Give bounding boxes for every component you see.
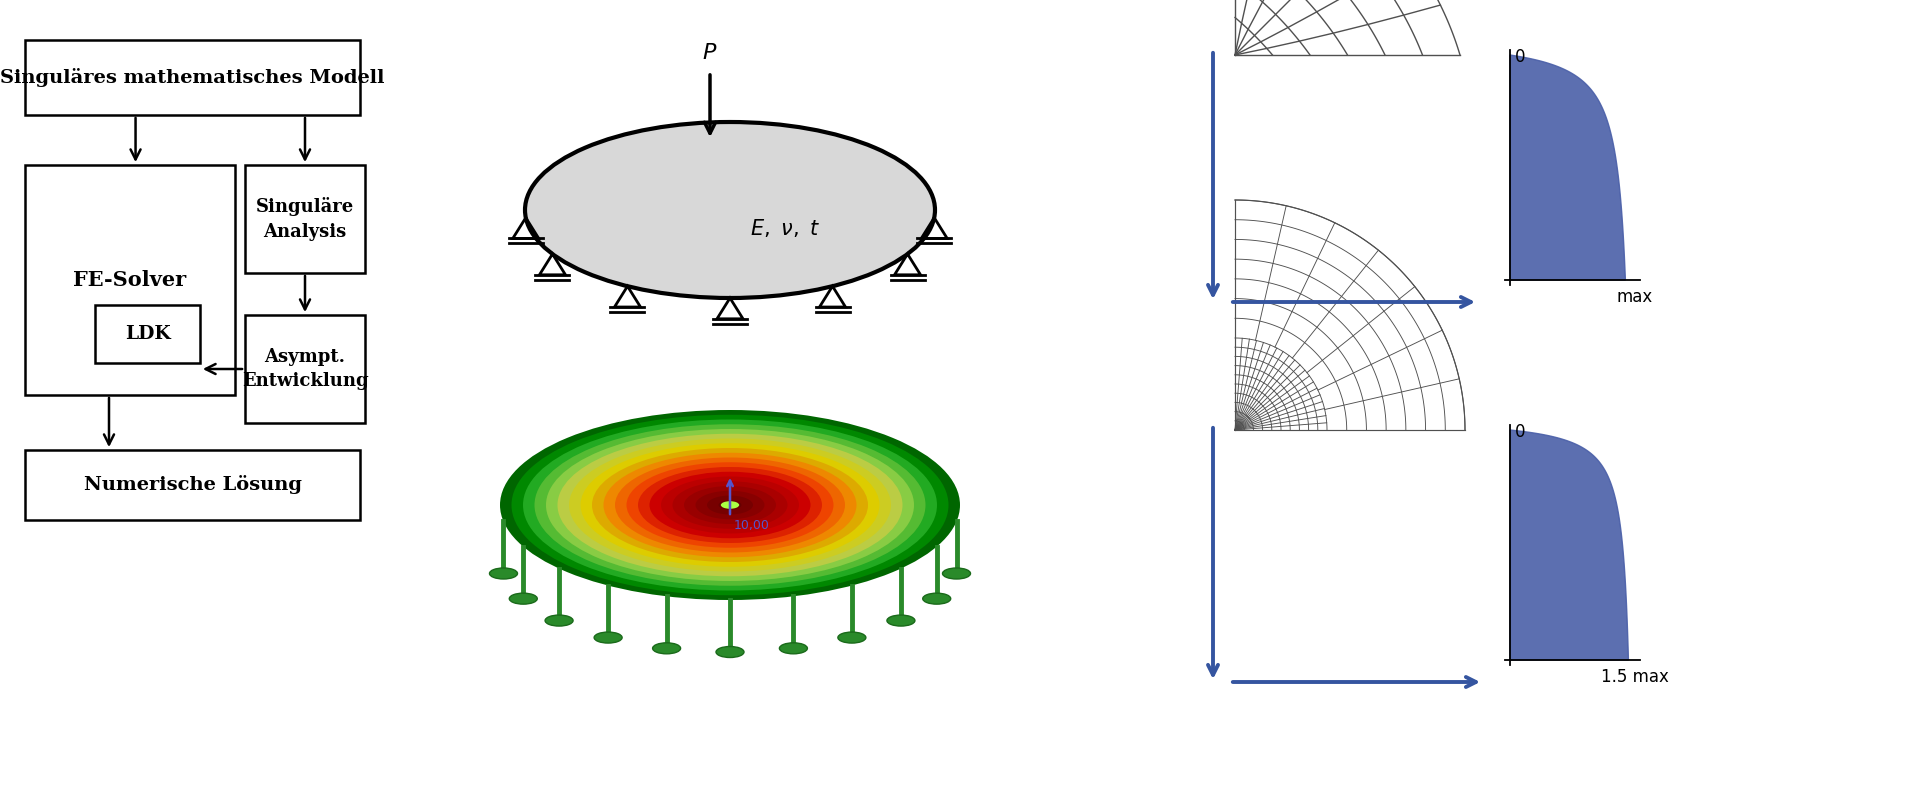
Text: LDK: LDK xyxy=(125,325,171,343)
Ellipse shape xyxy=(614,457,845,553)
Ellipse shape xyxy=(545,615,572,626)
FancyBboxPatch shape xyxy=(246,315,365,423)
Text: Numerische Lösung: Numerische Lösung xyxy=(83,476,301,494)
Ellipse shape xyxy=(924,593,950,604)
Polygon shape xyxy=(1509,55,1626,280)
FancyBboxPatch shape xyxy=(25,450,361,520)
Ellipse shape xyxy=(490,568,518,579)
Text: max: max xyxy=(1617,288,1653,306)
Ellipse shape xyxy=(716,647,745,658)
FancyBboxPatch shape xyxy=(25,40,361,115)
Ellipse shape xyxy=(603,453,856,557)
Polygon shape xyxy=(1509,430,1628,660)
Ellipse shape xyxy=(672,481,787,529)
Ellipse shape xyxy=(695,490,764,520)
Text: Singuläre
Analysis: Singuläre Analysis xyxy=(255,197,353,241)
Ellipse shape xyxy=(780,643,808,654)
FancyBboxPatch shape xyxy=(94,305,200,363)
Text: 10,00: 10,00 xyxy=(733,519,770,532)
Text: 0: 0 xyxy=(1515,48,1526,66)
Ellipse shape xyxy=(649,472,810,538)
Ellipse shape xyxy=(943,568,970,579)
Ellipse shape xyxy=(718,500,741,510)
Ellipse shape xyxy=(837,632,866,643)
Ellipse shape xyxy=(684,486,776,524)
Text: 1.5 max: 1.5 max xyxy=(1601,668,1668,686)
Ellipse shape xyxy=(720,501,739,509)
Ellipse shape xyxy=(707,495,753,515)
Ellipse shape xyxy=(568,439,891,571)
Ellipse shape xyxy=(545,429,914,581)
Ellipse shape xyxy=(524,122,935,298)
FancyBboxPatch shape xyxy=(25,165,234,395)
Text: $P$: $P$ xyxy=(703,42,718,64)
Ellipse shape xyxy=(534,424,925,586)
Ellipse shape xyxy=(522,420,937,590)
Ellipse shape xyxy=(509,593,538,604)
Ellipse shape xyxy=(660,476,799,534)
Ellipse shape xyxy=(593,632,622,643)
Ellipse shape xyxy=(887,615,916,626)
Ellipse shape xyxy=(653,643,680,654)
Ellipse shape xyxy=(511,415,948,595)
Text: FE-Solver: FE-Solver xyxy=(73,270,186,290)
Ellipse shape xyxy=(499,410,960,600)
FancyBboxPatch shape xyxy=(246,165,365,273)
Ellipse shape xyxy=(580,443,879,567)
Text: Singuläres mathematisches Modell: Singuläres mathematisches Modell xyxy=(0,68,384,87)
Text: 0: 0 xyxy=(1515,423,1526,441)
Ellipse shape xyxy=(626,462,833,548)
Ellipse shape xyxy=(591,448,868,562)
Text: $E,\ \nu,\ t$: $E,\ \nu,\ t$ xyxy=(749,217,820,239)
Ellipse shape xyxy=(637,467,822,543)
Text: Asympt.
Entwicklung: Asympt. Entwicklung xyxy=(242,347,369,391)
Ellipse shape xyxy=(557,434,902,576)
